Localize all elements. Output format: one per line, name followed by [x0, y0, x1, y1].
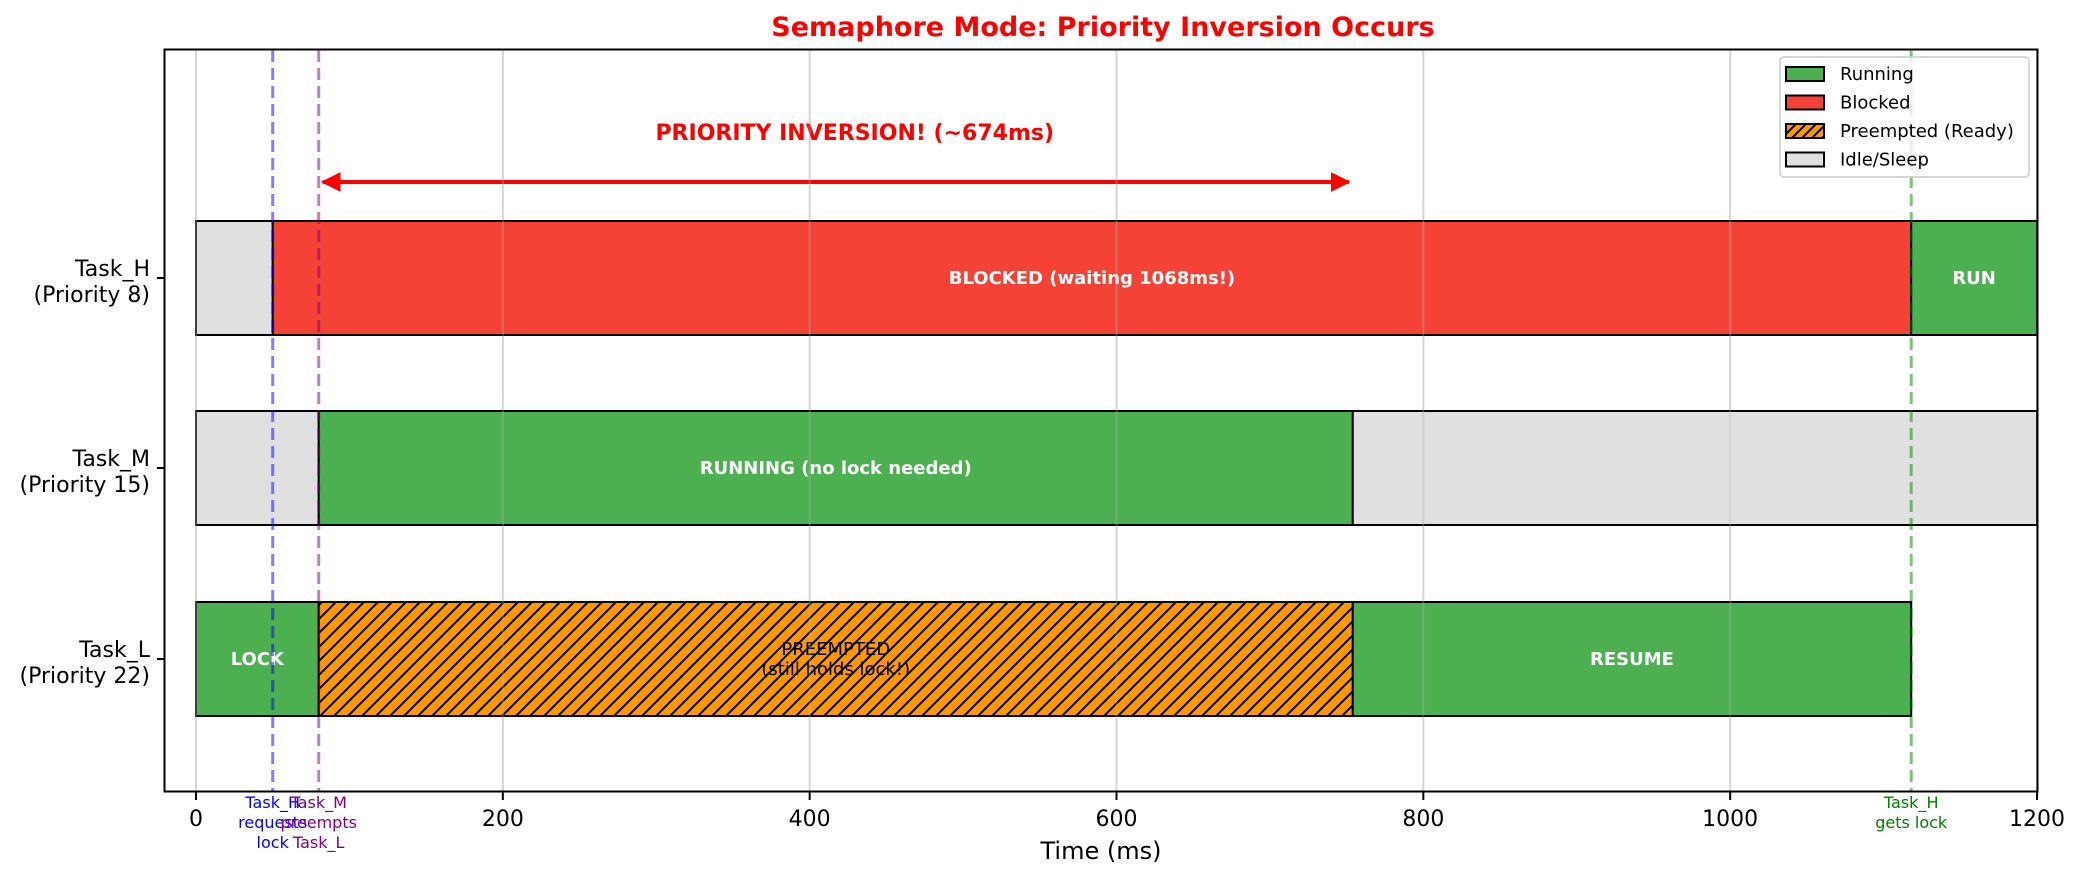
y-axis: Task_H (Priority 8) Task_M (Priority 15) Tas…	[20, 257, 165, 689]
legend-swatch	[1785, 123, 1825, 139]
annotation-text: PRIORITY INVERSION! (~674ms)	[655, 121, 1054, 146]
event-label: Task_H gets lock	[1875, 793, 1948, 832]
event-label: Task_M preempts Task_L	[281, 793, 357, 853]
segment-label: PREEMPTED (still holds lock!)	[761, 639, 910, 680]
x-tick-label: 1200	[2009, 807, 2065, 832]
x-tick-label: 0	[189, 807, 203, 832]
segment-label: BLOCKED (waiting 1068ms!)	[949, 268, 1235, 289]
segment-blocked	[271, 220, 1913, 336]
event-label: Task_H requests lock	[238, 793, 307, 852]
segment-label: LOCK	[231, 649, 285, 670]
task-bars: BLOCKED (waiting 1068ms!) RUN RUNNING (no …	[195, 220, 2039, 717]
x-tick-label: 400	[789, 807, 831, 832]
legend-box	[1779, 56, 2030, 178]
y-tick-label: Task_L (Priority 22)	[20, 638, 151, 689]
legend: Running Blocked Preempted (Ready) Idle/Slee…	[1779, 56, 2030, 178]
legend-swatch	[1785, 66, 1825, 82]
segment-preempted-ready-	[317, 601, 1354, 717]
segment-label: RESUME	[1590, 649, 1674, 670]
segment-running	[1351, 601, 1913, 717]
segment-label: RUNNING (no lock needed)	[700, 458, 972, 479]
x-tick-label: 1000	[1702, 807, 1758, 832]
legend-label: Running	[1840, 64, 1914, 85]
chart-title: Semaphore Mode: Priority Inversion Occur…	[771, 12, 1434, 43]
y-tick-label: Task_M (Priority 15)	[20, 447, 150, 498]
segment-idle-sleep	[195, 410, 320, 526]
task-row-task_h: BLOCKED (waiting 1068ms!) RUN	[195, 220, 2039, 336]
legend-label: Blocked	[1840, 93, 1911, 114]
x-tick-label: 600	[1096, 807, 1138, 832]
legend-swatch	[1785, 151, 1825, 168]
segment-idle-sleep	[195, 220, 274, 336]
segment-running	[195, 601, 320, 717]
task-row-task_l: LOCK PREEMPTED (still holds lock!) RESUME	[195, 601, 1913, 717]
segment-idle-sleep	[1351, 410, 2039, 526]
segment-running	[317, 410, 1354, 526]
x-tick-label: 200	[482, 807, 524, 832]
legend-label: Idle/Sleep	[1840, 150, 1929, 171]
legend-label: Preempted (Ready)	[1840, 121, 2014, 142]
task-row-task_m: RUNNING (no lock needed)	[195, 410, 2039, 526]
segment-label: RUN	[1952, 268, 1996, 289]
x-axis: 0 200 400 600 800 1000 1200	[189, 792, 2065, 832]
x-tick-label: 800	[1402, 807, 1444, 832]
y-tick-label: Task_H (Priority 8)	[34, 257, 150, 308]
legend-swatch	[1785, 94, 1825, 111]
priority-inversion-annotation: PRIORITY INVERSION! (~674ms)	[320, 121, 1351, 192]
x-axis-label: Time (ms)	[1040, 837, 1162, 865]
plot-frame	[163, 48, 2039, 793]
